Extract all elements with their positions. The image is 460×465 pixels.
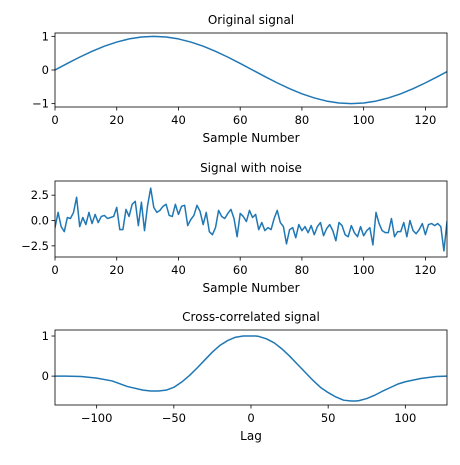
series-line-1 <box>55 187 447 252</box>
x-tick-label: 100 <box>394 411 416 425</box>
x-tick-label: 100 <box>353 263 375 277</box>
x-axis-label: Lag <box>240 429 262 443</box>
x-tick-label: 80 <box>295 113 310 127</box>
subplot-2: 0 20 40 60 80 100 120 −2.5 0.0 2.5 Signal with noi… <box>21 161 448 295</box>
x-tick-label: 0 <box>247 411 254 425</box>
x-tick-label: −50 <box>162 411 186 425</box>
x-tick-label: 60 <box>233 113 248 127</box>
chart-title: Signal with noise <box>200 161 302 175</box>
x-tick-label: 40 <box>171 263 186 277</box>
y-tick-label: −2.5 <box>21 239 49 253</box>
series-line-1 <box>55 335 447 402</box>
x-tick-label: 20 <box>109 113 124 127</box>
x-tick-label: −100 <box>81 411 113 425</box>
chart-title: Cross-correlated signal <box>182 310 320 324</box>
x-tick-label: 0 <box>51 263 58 277</box>
series-line-1 <box>55 35 447 105</box>
plot-frame <box>54 180 448 258</box>
x-tick-label: 40 <box>171 113 186 127</box>
y-tick-label: 0 <box>42 369 49 383</box>
x-tick-label: 80 <box>295 263 310 277</box>
x-tick-label: 60 <box>233 263 248 277</box>
x-tick-label: 120 <box>414 113 436 127</box>
y-tick-label: 2.5 <box>31 188 49 202</box>
subplot-3: −100 −50 0 50 100 0 1 Cross-correlated signal La… <box>42 310 448 443</box>
x-tick-label: 100 <box>353 113 375 127</box>
x-axis-label: Sample Number <box>202 281 299 295</box>
x-tick-label: 0 <box>51 113 58 127</box>
y-tick-label: 0.0 <box>31 214 49 228</box>
x-tick-label: 20 <box>109 263 124 277</box>
y-tick-label: 0 <box>42 63 49 77</box>
y-tick-label: 1 <box>42 29 49 43</box>
plot-frame <box>54 329 448 406</box>
y-tick-label: 1 <box>42 329 49 343</box>
y-tick-label: −1 <box>32 97 49 111</box>
x-axis-label: Sample Number <box>202 131 299 145</box>
x-tick-label: 120 <box>414 263 436 277</box>
x-tick-label: 50 <box>321 411 336 425</box>
chart-title: Original signal <box>208 13 294 27</box>
